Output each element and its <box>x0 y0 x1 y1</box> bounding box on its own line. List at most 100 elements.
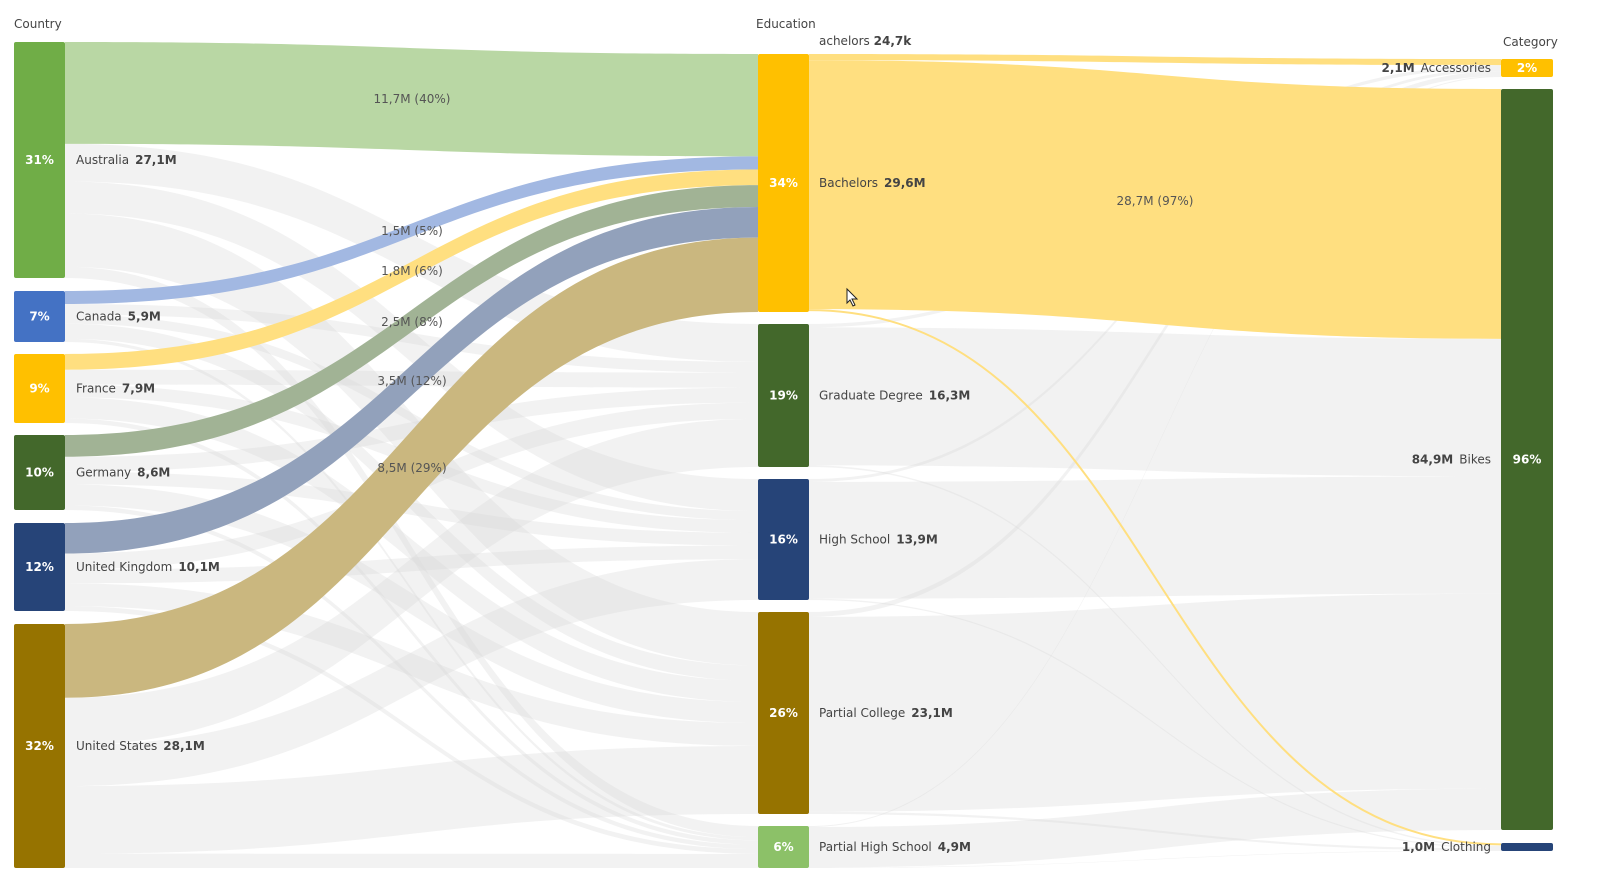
link-education-category[interactable] <box>809 788 1501 868</box>
node-percent: 7% <box>29 310 49 324</box>
link-country-education[interactable] <box>65 583 758 746</box>
node-label: France 7,9M <box>76 382 155 396</box>
node-percent: 12% <box>25 560 54 574</box>
link-canada-bachelors[interactable] <box>65 156 758 304</box>
link-education-category[interactable] <box>809 327 1501 477</box>
link-value-label: 1,5M (5%) <box>381 224 443 238</box>
country-node-united-kingdom[interactable]: 12% <box>14 523 65 611</box>
link-country-education[interactable] <box>65 853 758 868</box>
node-percent: 16% <box>769 533 798 547</box>
node-bar[interactable] <box>758 826 809 868</box>
node-percent: 19% <box>769 389 798 403</box>
node-bar[interactable] <box>14 435 65 510</box>
node-label: 1,0M Clothing <box>1402 840 1491 854</box>
link-country-education[interactable] <box>65 559 758 787</box>
link-education-category[interactable] <box>809 75 1501 828</box>
link-country-education[interactable] <box>65 314 758 521</box>
link-bachelors-accessories[interactable] <box>809 54 1501 66</box>
node-bar[interactable] <box>758 479 809 600</box>
link-education-category[interactable] <box>809 71 1501 617</box>
node-bar[interactable] <box>14 624 65 868</box>
link-united-states-bachelors[interactable] <box>65 237 758 698</box>
nodes: 31% 7% 9% 10% 12% 32% 34% 19% 16% 26% 6% 2% 96% <box>14 42 1553 868</box>
node-label: Graduate Degree 16,3M <box>819 389 970 403</box>
link-value-label: 28,7M (97%) <box>1117 194 1194 208</box>
link-value-label: 2,5M (8%) <box>381 315 443 329</box>
country-column-header: Country <box>14 17 62 31</box>
education-node-partial-college[interactable]: 26% <box>758 612 809 814</box>
node-percent: 26% <box>769 706 798 720</box>
link-bachelors-clothing[interactable] <box>808 309 1502 846</box>
link-country-education[interactable] <box>65 505 758 850</box>
link-country-education[interactable] <box>65 303 758 373</box>
link-bachelors-bikes[interactable] <box>809 60 1501 339</box>
link-country-education[interactable] <box>65 418 758 746</box>
link-value-label: 8,5M (29%) <box>377 461 446 475</box>
link-education-category[interactable] <box>809 850 1501 868</box>
link-country-education[interactable] <box>65 181 758 512</box>
node-percent: 32% <box>25 739 54 753</box>
country-node-canada[interactable]: 7% <box>14 291 65 342</box>
category-node-accessories[interactable]: 2% <box>1501 59 1553 77</box>
node-label: Partial High School 4,9M <box>819 840 971 854</box>
link-country-education[interactable] <box>65 397 758 702</box>
node-bar[interactable] <box>14 42 65 278</box>
country-node-france[interactable]: 9% <box>14 354 65 423</box>
category-column-header: Category <box>1503 35 1558 49</box>
node-bar[interactable] <box>758 54 809 312</box>
education-node-partial-high-school[interactable]: 6% <box>758 826 809 868</box>
country-node-australia[interactable]: 31% <box>14 42 65 278</box>
node-bar[interactable] <box>14 291 65 342</box>
node-bar[interactable] <box>1501 59 1553 77</box>
node-label: United States 28,1M <box>76 739 205 753</box>
link-germany-bachelors[interactable] <box>65 185 758 457</box>
education-node-graduate-degree[interactable]: 19% <box>758 324 809 467</box>
node-label: Canada 5,9M <box>76 310 161 324</box>
node-bar[interactable] <box>14 523 65 611</box>
link-education-category[interactable] <box>809 465 1501 848</box>
node-percent: 2% <box>1517 61 1537 75</box>
link-value-label: 11,7M (40%) <box>374 92 451 106</box>
node-percent: 34% <box>769 176 798 190</box>
node-bar[interactable] <box>1501 843 1553 851</box>
link-country-education[interactable] <box>65 484 758 724</box>
node-percent: 10% <box>25 466 54 480</box>
node-label: Australia 27,1M <box>76 153 177 167</box>
education-node-high-school[interactable]: 16% <box>758 479 809 600</box>
node-percent: 96% <box>1513 453 1542 467</box>
hover-tooltip-label: achelors 24,7k <box>819 34 912 48</box>
education-column-header: Education <box>756 17 816 31</box>
link-united-kingdom-bachelors[interactable] <box>65 207 758 554</box>
link-education-category[interactable] <box>809 593 1501 812</box>
link-education-category[interactable] <box>809 476 1501 599</box>
link-australia-bachelors[interactable] <box>65 42 758 157</box>
node-percent: 31% <box>25 153 54 167</box>
country-node-united-states[interactable]: 32% <box>14 624 65 868</box>
education-node-bachelors[interactable]: 34% <box>758 54 809 312</box>
node-percent: 6% <box>773 840 793 854</box>
node-bar[interactable] <box>758 612 809 814</box>
link-value-label: 1,8M (6%) <box>381 264 443 278</box>
link-country-education[interactable] <box>65 338 758 841</box>
node-label: Bachelors 29,6M <box>819 176 926 190</box>
node-bar[interactable] <box>1501 89 1553 830</box>
link-education-category[interactable] <box>809 811 1501 851</box>
node-percent: 9% <box>29 382 49 396</box>
link-country-education[interactable] <box>65 606 758 854</box>
link-country-education[interactable] <box>65 387 758 472</box>
link-country-education[interactable] <box>65 745 758 854</box>
node-bar[interactable] <box>14 354 65 423</box>
link-country-education[interactable] <box>65 266 758 838</box>
link-education-category[interactable] <box>809 598 1501 849</box>
country-node-germany[interactable]: 10% <box>14 435 65 510</box>
link-france-bachelors[interactable] <box>65 169 758 370</box>
link-country-education[interactable] <box>65 418 758 845</box>
node-bar[interactable] <box>758 324 809 467</box>
node-label: 2,1M Accessories <box>1381 61 1491 75</box>
category-node-bikes[interactable]: 96% <box>1501 89 1553 830</box>
link-country-education[interactable] <box>65 545 758 584</box>
node-label: 84,9M Bikes <box>1412 453 1491 467</box>
category-node-clothing[interactable] <box>1501 843 1553 851</box>
